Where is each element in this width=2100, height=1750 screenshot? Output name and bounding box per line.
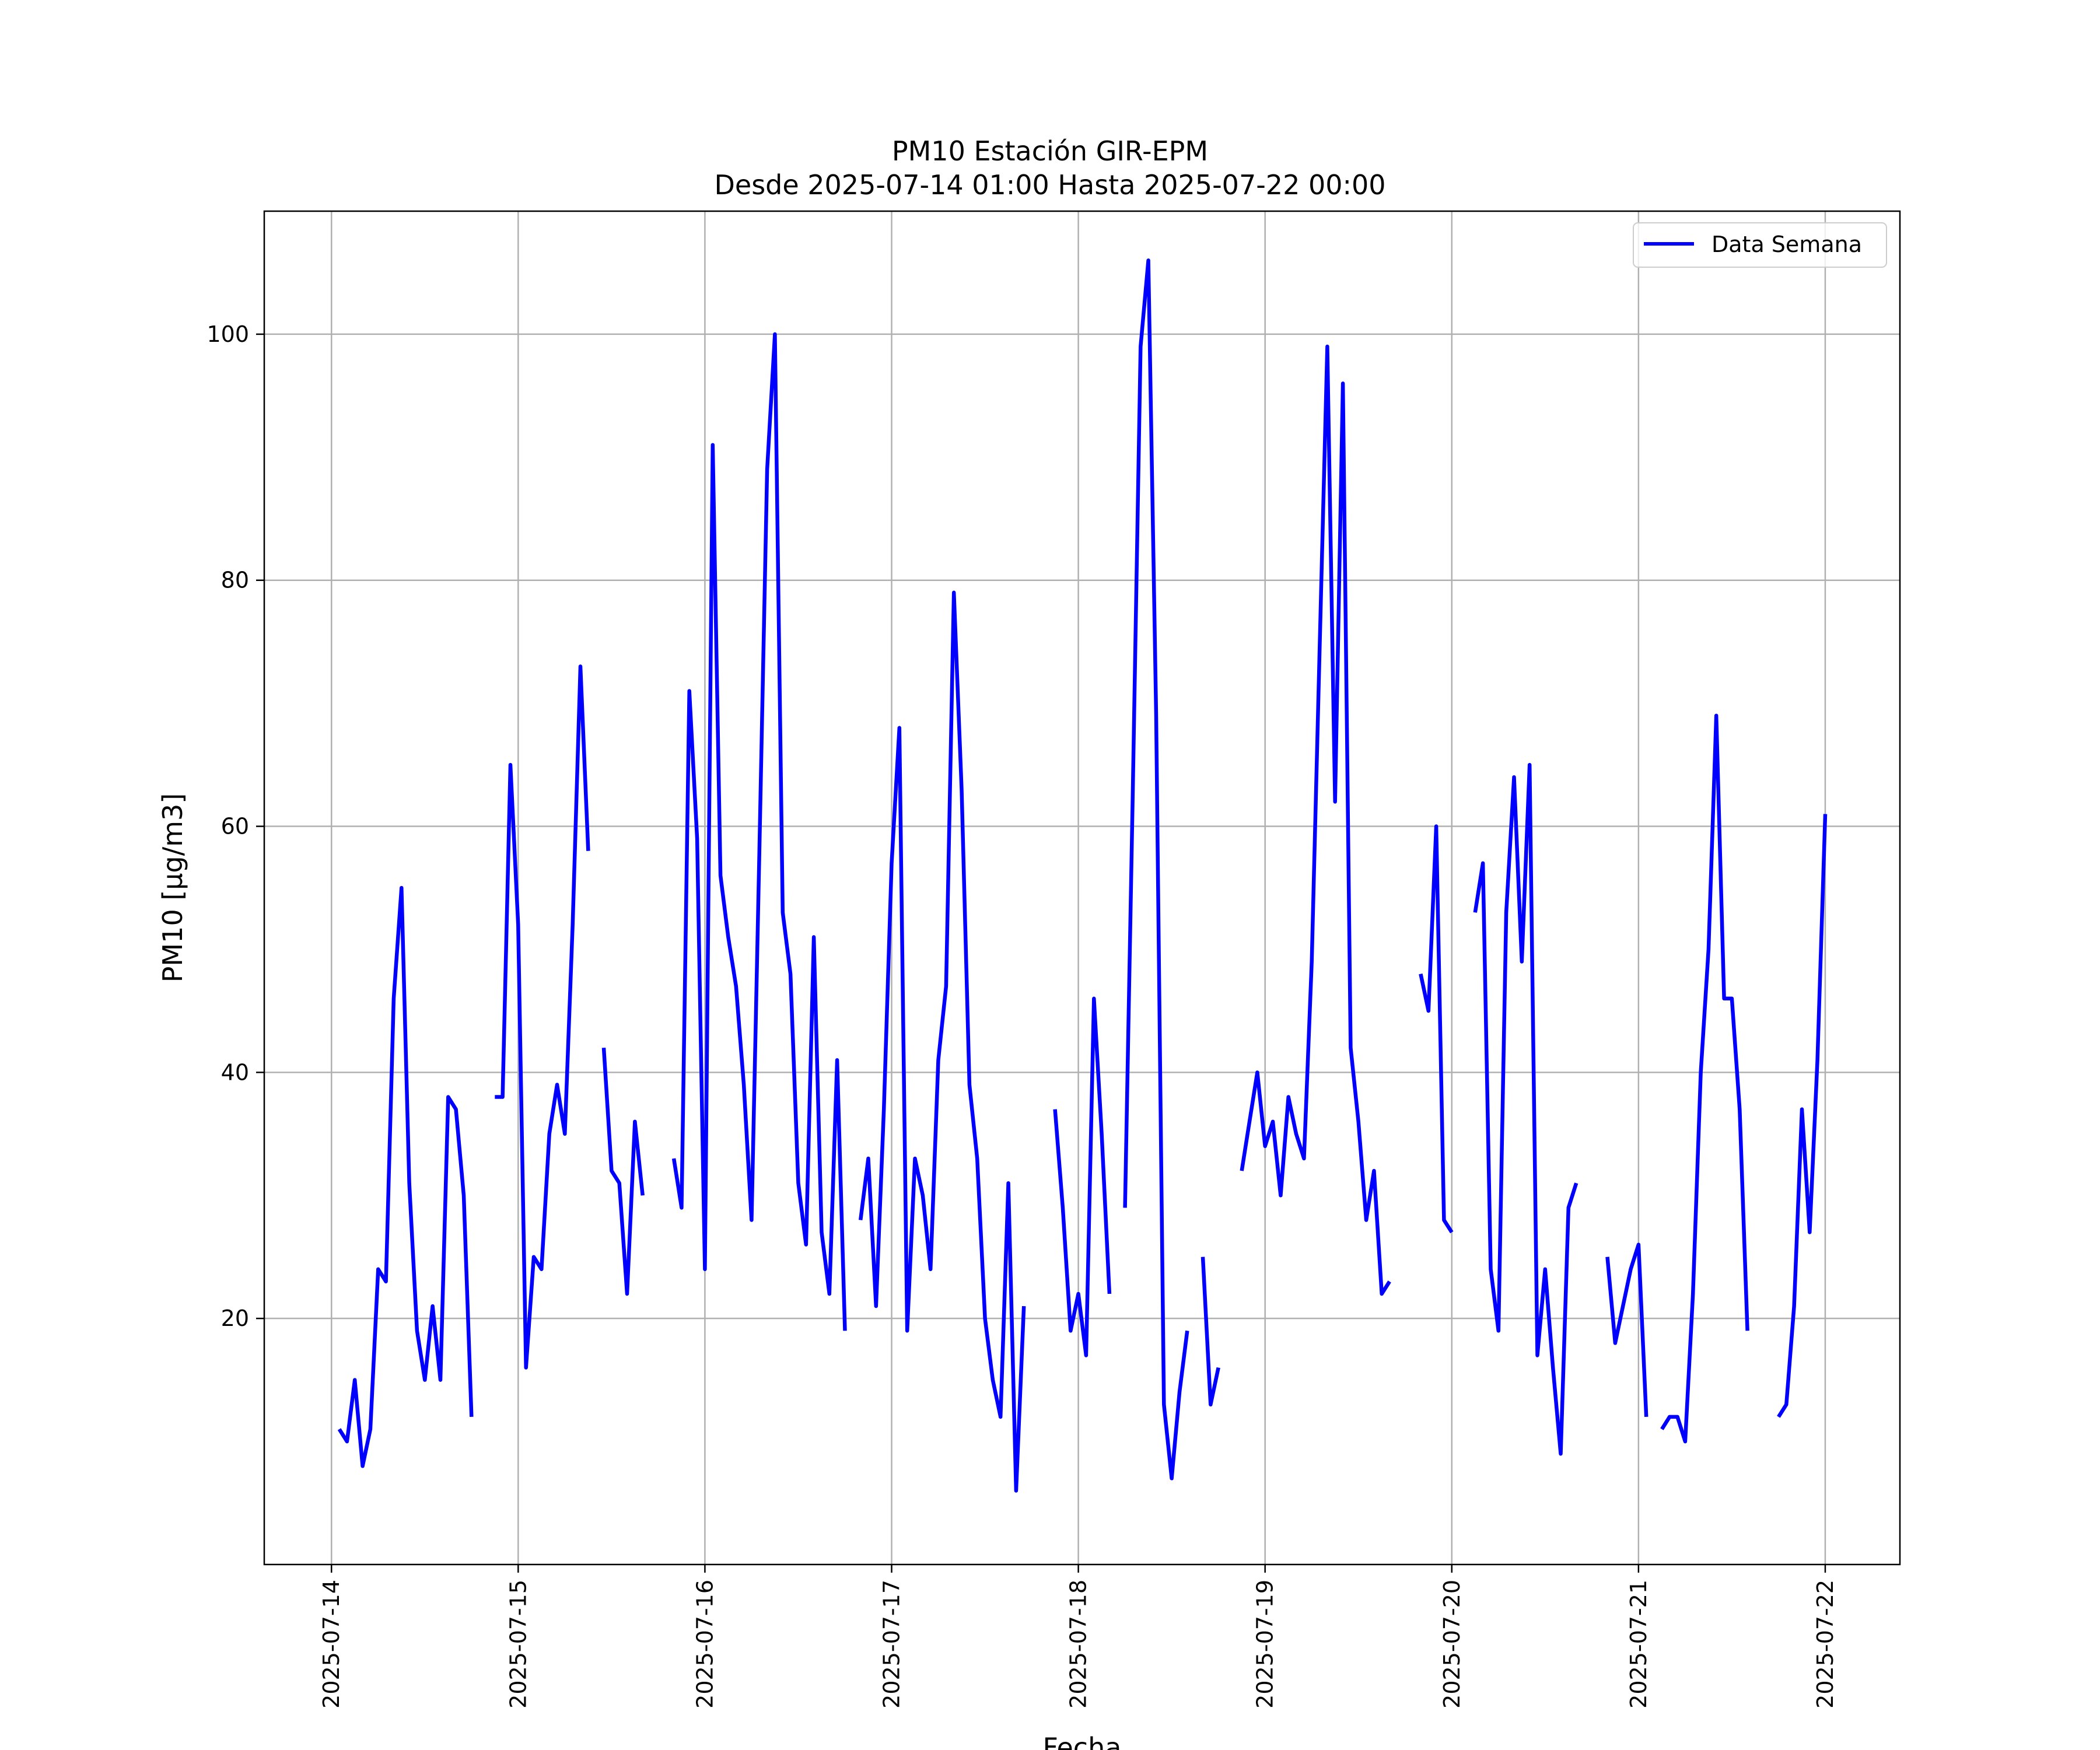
y-tick-label: 40: [221, 1059, 249, 1085]
x-tick-label: 2025-07-21: [1626, 1580, 1651, 1709]
chart-title: PM10 Estación GIR-EPM: [891, 135, 1209, 167]
plot-area-frame: [263, 210, 1901, 1566]
x-tick-label: 2025-07-17: [879, 1580, 905, 1709]
series-line-segment: [1660, 713, 1749, 1444]
x-tick-label: 2025-07-15: [505, 1580, 531, 1709]
data-lines: [337, 258, 1828, 1493]
x-tick-label: 2025-07-16: [692, 1580, 718, 1709]
y-axis-label: PM10 [μg/m3]: [157, 793, 188, 983]
series-line-segment: [1053, 996, 1112, 1357]
series-line-segment: [337, 886, 474, 1468]
series-line-segment: [601, 1047, 645, 1296]
y-tick-label: 80: [221, 568, 249, 593]
series-line-segment: [1240, 344, 1391, 1296]
x-tick-label: 2025-07-22: [1812, 1580, 1838, 1709]
series-line-segment: [1605, 1242, 1648, 1418]
x-tick-label: 2025-07-20: [1439, 1580, 1465, 1709]
legend-box: [1633, 222, 1887, 268]
legend: Data Semana: [1633, 222, 1887, 268]
grid: [264, 211, 1900, 1564]
series-line-segment: [671, 332, 847, 1331]
x-axis: 2025-07-14 2025-07-15 2025-07-16 2025-07-17…: [318, 1564, 1838, 1709]
y-tick-label: 60: [221, 814, 249, 839]
x-tick-label: 2025-07-14: [318, 1580, 344, 1709]
x-tick-label: 2025-07-18: [1066, 1580, 1091, 1709]
series-line-segment: [1200, 1256, 1220, 1407]
series-line-segment: [1473, 762, 1578, 1456]
series-line-segment: [858, 590, 1026, 1493]
series-line-segment: [1777, 814, 1828, 1418]
x-tick-label: 2025-07-19: [1252, 1580, 1278, 1709]
y-tick-label: 20: [221, 1306, 249, 1331]
y-tick-label: 100: [206, 321, 249, 347]
y-axis: 20 40 60 80 100: [206, 321, 264, 1331]
x-axis-label: Fecha: [1043, 1732, 1122, 1750]
legend-label: Data Semana: [1712, 232, 1862, 257]
series-line-segment: [1419, 824, 1454, 1234]
chart-subtitle: Desde 2025-07-14 01:00 Hasta 2025-07-22 …: [714, 169, 1386, 201]
series-line-segment: [495, 664, 590, 1370]
series-line-segment: [1123, 258, 1189, 1480]
